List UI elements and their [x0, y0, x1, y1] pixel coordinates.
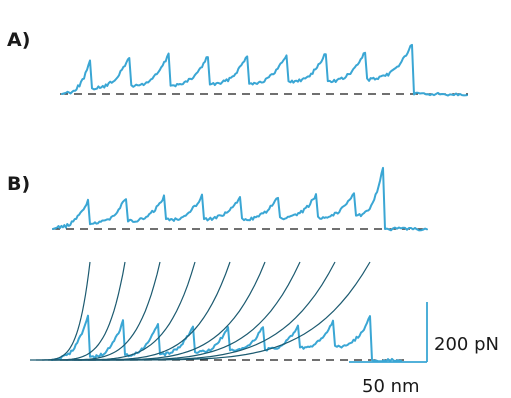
wlc-fit-curve	[60, 261, 266, 361]
force-scale-label: 200 pN	[434, 334, 499, 355]
panel-b	[52, 166, 428, 232]
distance-scale-label: 50 nm	[362, 376, 420, 397]
force-trace	[61, 43, 468, 97]
force-trace	[51, 314, 402, 363]
panel-b-label: B)	[7, 173, 30, 195]
force-trace	[52, 166, 428, 232]
wlc-fit-curve	[42, 261, 161, 361]
panel-c	[30, 261, 408, 363]
wlc-fit-curve	[48, 261, 196, 361]
wlc-fit-curve	[78, 261, 371, 361]
scale-bars: 200 pN 50 nm	[349, 302, 499, 397]
wlc-fit-curve	[30, 261, 91, 361]
panel-a	[60, 43, 468, 97]
panel-a-label: A)	[7, 29, 30, 51]
